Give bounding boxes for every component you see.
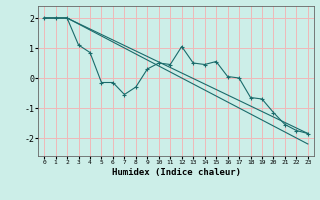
X-axis label: Humidex (Indice chaleur): Humidex (Indice chaleur) — [111, 168, 241, 177]
